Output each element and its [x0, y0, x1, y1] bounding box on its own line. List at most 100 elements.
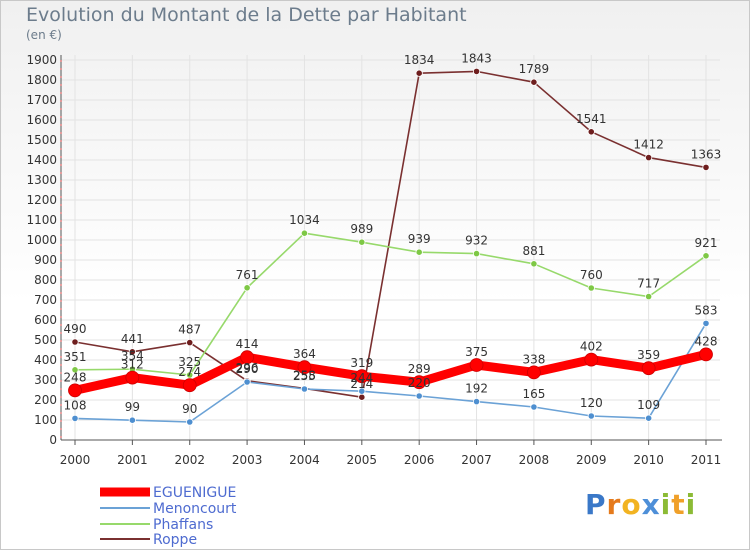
- chart-subtitle: (en €): [26, 28, 62, 42]
- x-tick-label: 2003: [232, 453, 263, 467]
- data-point: [530, 403, 538, 411]
- y-tick-label: 800: [34, 273, 57, 287]
- data-label: 414: [236, 337, 259, 351]
- data-point: [472, 397, 481, 406]
- data-point: [702, 252, 710, 260]
- data-label: 1789: [519, 62, 550, 76]
- data-label: 364: [293, 347, 316, 361]
- data-point: [186, 371, 194, 379]
- series-points: [68, 67, 713, 426]
- x-tick-label: 2006: [404, 453, 435, 467]
- x-tick-label: 2008: [519, 453, 550, 467]
- y-tick-label: 1300: [26, 173, 57, 187]
- data-point: [243, 284, 251, 292]
- data-point: [71, 338, 79, 346]
- data-label: 354: [121, 349, 144, 363]
- data-label: 338: [522, 352, 545, 366]
- data-point: [358, 393, 366, 401]
- data-point: [587, 128, 595, 136]
- data-label: 989: [350, 222, 373, 236]
- y-tick-label: 1800: [26, 73, 57, 87]
- series-lines: [70, 70, 711, 423]
- data-point: [358, 387, 366, 395]
- data-label: 214: [350, 377, 373, 391]
- data-label: 402: [580, 340, 603, 354]
- data-label: 1412: [633, 138, 664, 152]
- data-point: [702, 163, 710, 171]
- data-label: 258: [293, 368, 316, 382]
- data-point: [243, 378, 251, 386]
- y-tick-label: 900: [34, 253, 57, 267]
- y-tick-label: 600: [34, 313, 57, 327]
- data-label: 244: [350, 371, 373, 385]
- data-label: 717: [637, 277, 660, 291]
- data-point: [645, 154, 653, 162]
- x-tick-label: 2000: [60, 453, 91, 467]
- x-axis-ticks: 2000 2001 2002 2003 2004 2005 2006 2007 2008 2009…: [60, 453, 722, 467]
- legend-label: Roppe: [153, 532, 197, 548]
- x-tick-label: 2001: [117, 453, 148, 467]
- data-point: [300, 385, 309, 393]
- data-point: [412, 375, 427, 390]
- data-labels: 248 312 274 414 364 319 289 375 338 402 359 428 108 9…: [64, 51, 722, 416]
- y-tick-label: 400: [34, 353, 57, 367]
- data-point: [645, 292, 653, 301]
- data-label: 296: [236, 361, 259, 375]
- data-label: 921: [695, 236, 718, 250]
- x-tick-label: 2011: [691, 453, 722, 467]
- data-point: [71, 414, 79, 422]
- y-tick-label: 500: [34, 333, 57, 347]
- data-label: 487: [178, 323, 201, 337]
- y-tick-label: 0: [49, 433, 57, 447]
- data-label: 290: [236, 362, 259, 376]
- data-label: 428: [695, 334, 718, 348]
- data-point: [527, 365, 541, 380]
- data-point: [125, 370, 140, 385]
- data-point: [702, 319, 710, 327]
- data-label: 351: [64, 350, 87, 364]
- data-label: 319: [350, 356, 373, 370]
- x-tick-label: 2007: [461, 453, 492, 467]
- data-point: [128, 348, 136, 356]
- data-point: [297, 360, 312, 375]
- data-point: [415, 69, 423, 77]
- legend-label: Menoncourt: [153, 501, 237, 517]
- data-label: 490: [64, 322, 87, 336]
- y-tick-label: 1000: [26, 233, 57, 247]
- data-label: 1541: [576, 112, 607, 126]
- data-point: [182, 378, 197, 393]
- data-point: [584, 352, 599, 367]
- x-tick-label: 2010: [633, 453, 664, 467]
- chart-title: Evolution du Montant de la Dette par Hab…: [26, 4, 467, 26]
- data-label: 312: [121, 358, 144, 372]
- data-point: [641, 361, 656, 376]
- series-line-phaffans: [74, 232, 707, 376]
- x-tick-label: 2002: [174, 453, 205, 467]
- data-point: [186, 418, 194, 426]
- series-line-eguenigue: [70, 349, 711, 395]
- data-label: 289: [408, 362, 431, 376]
- data-label: 248: [64, 370, 87, 384]
- y-tick-label: 1200: [26, 193, 57, 207]
- data-label: 99: [125, 400, 140, 414]
- y-tick-label: 700: [34, 293, 57, 307]
- data-label: 165: [522, 387, 545, 401]
- data-point: [186, 338, 194, 347]
- data-label: 220: [408, 376, 431, 390]
- data-label: 761: [236, 268, 259, 282]
- data-point: [645, 414, 653, 422]
- y-tick-label: 1400: [26, 153, 57, 167]
- data-point: [300, 229, 309, 237]
- series-line-menoncourt: [74, 322, 707, 423]
- data-label: 760: [580, 268, 603, 282]
- legend-label: Phaffans: [153, 517, 213, 533]
- y-tick-label: 100: [34, 413, 57, 427]
- data-point: [530, 78, 538, 86]
- legend-label: EGUENIGUE: [153, 485, 236, 501]
- y-tick-label: 1100: [26, 213, 57, 227]
- axes: [60, 55, 722, 445]
- data-label: 1843: [461, 51, 492, 65]
